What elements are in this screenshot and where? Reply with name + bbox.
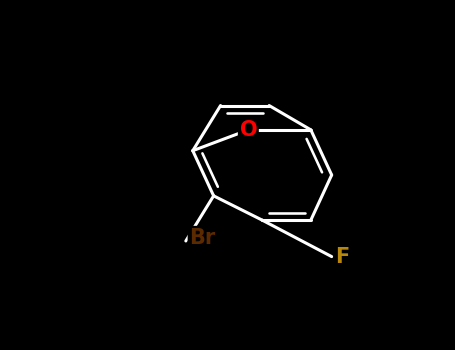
Text: F: F — [335, 247, 349, 267]
Text: Br: Br — [189, 228, 216, 247]
Text: O: O — [239, 120, 257, 140]
